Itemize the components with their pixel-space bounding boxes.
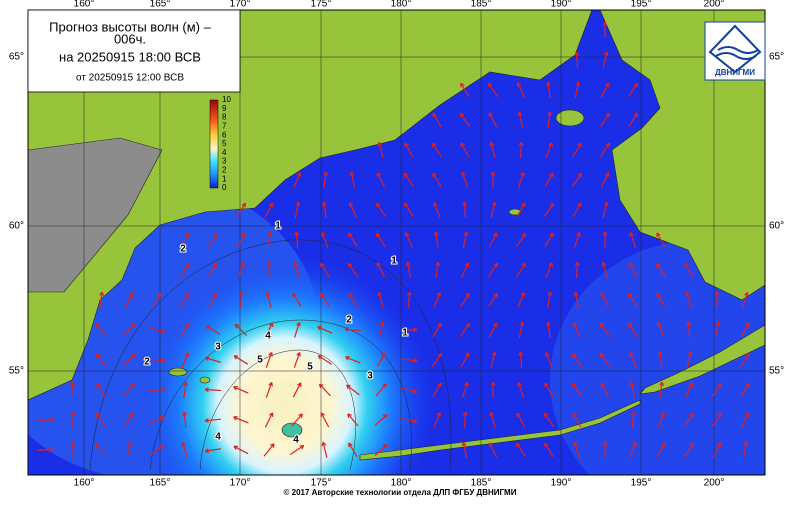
lat-label-left: 60° bbox=[9, 221, 24, 232]
contour-label: 1 bbox=[275, 221, 281, 232]
island bbox=[169, 368, 187, 376]
contour-label: 4 bbox=[215, 432, 221, 443]
contour-label: 2 bbox=[144, 357, 150, 368]
colorbar-label: 0 bbox=[222, 183, 227, 192]
lon-label-bottom: 195° bbox=[631, 478, 652, 489]
lon-label-top: 190° bbox=[551, 0, 572, 10]
colorbar-label: 9 bbox=[222, 104, 227, 113]
contour-label: 1 bbox=[402, 328, 408, 339]
lon-label-top: 180° bbox=[391, 0, 412, 10]
lon-label-top: 170° bbox=[230, 0, 251, 10]
lat-label-left: 65° bbox=[9, 52, 24, 63]
colorbar-label: 2 bbox=[222, 166, 227, 175]
logo-text: ДВНИГМИ bbox=[715, 68, 755, 77]
logo: ДВНИГМИ bbox=[705, 22, 765, 80]
valid-time: на 20250915 18:00 ВСВ bbox=[59, 49, 201, 64]
footer: © 2017 Авторские технологии отдела ДЛП Ф… bbox=[284, 488, 517, 497]
lon-label-top: 195° bbox=[631, 0, 652, 10]
lat-label-right: 65° bbox=[769, 52, 784, 63]
lon-label-top: 175° bbox=[311, 0, 332, 10]
lon-label-bottom: 160° bbox=[74, 478, 95, 489]
colorbar-label: 6 bbox=[222, 130, 227, 139]
lon-label-bottom: 175° bbox=[311, 478, 332, 489]
colorbar bbox=[210, 100, 218, 188]
lon-label-top: 185° bbox=[471, 0, 492, 10]
contour-label: 2 bbox=[346, 315, 352, 326]
colorbar-label: 3 bbox=[222, 157, 227, 166]
lon-label-bottom: 180° bbox=[391, 478, 412, 489]
colorbar-label: 4 bbox=[222, 148, 227, 157]
lon-label-bottom: 200° bbox=[704, 478, 725, 489]
colorbar-label: 8 bbox=[222, 113, 227, 122]
colorbar-label: 10 bbox=[222, 95, 231, 104]
colorbar-label: 5 bbox=[222, 139, 227, 148]
island bbox=[200, 377, 210, 383]
colorbar-label: 7 bbox=[222, 122, 227, 131]
contour-label: 2 bbox=[180, 244, 186, 255]
lat-label-right: 60° bbox=[769, 221, 784, 232]
contour-label: 3 bbox=[367, 371, 373, 382]
contour-label: 5 bbox=[307, 362, 313, 373]
contour-label: 4 bbox=[293, 435, 299, 446]
lon-label-top: 200° bbox=[704, 0, 725, 10]
contour-label: 4 bbox=[265, 331, 271, 342]
lon-label-bottom: 185° bbox=[471, 478, 492, 489]
lat-label-right: 55° bbox=[769, 366, 784, 377]
lon-label-bottom: 190° bbox=[551, 478, 572, 489]
lon-label-top: 160° bbox=[74, 0, 95, 10]
lon-label-top: 165° bbox=[150, 0, 171, 10]
lon-label-bottom: 165° bbox=[150, 478, 171, 489]
lat-label-left: 55° bbox=[9, 366, 24, 377]
lead-time: 006ч. bbox=[114, 31, 146, 46]
lon-label-bottom: 170° bbox=[230, 478, 251, 489]
contour-label: 5 bbox=[257, 355, 263, 366]
arrow bbox=[37, 450, 53, 451]
contour-label: 1 bbox=[391, 256, 397, 267]
colorbar-label: 1 bbox=[222, 174, 227, 183]
contour-label: 3 bbox=[215, 342, 221, 353]
issued-time: от 20250915 12:00 ВСВ bbox=[76, 73, 184, 84]
island bbox=[556, 110, 584, 126]
